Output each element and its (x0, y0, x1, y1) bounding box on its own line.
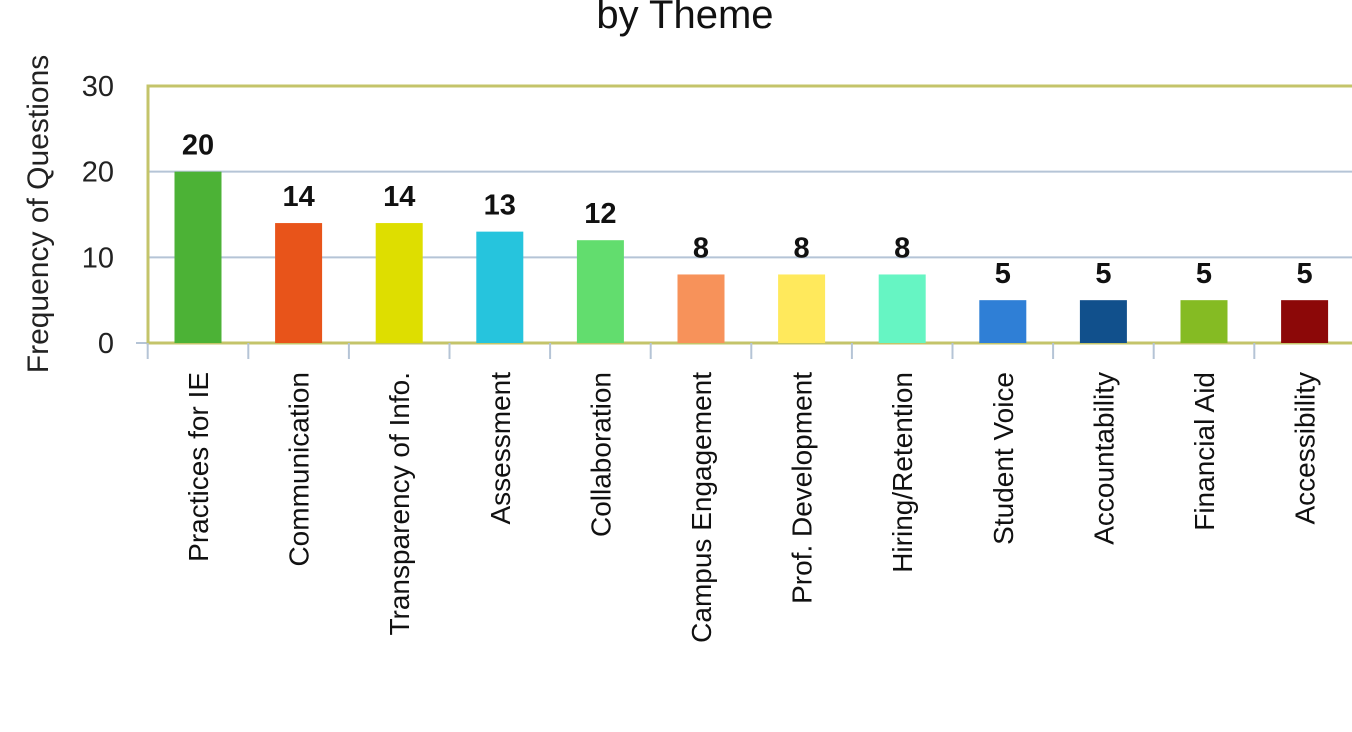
bar (878, 274, 926, 343)
bar (979, 300, 1027, 343)
bar (677, 274, 725, 343)
x-tick-label: Campus Engagement (686, 372, 717, 643)
bar (476, 231, 524, 343)
bar (375, 223, 423, 343)
x-tick-label: Practices for IE (183, 372, 214, 562)
x-tick-label: Transparency of Info. (384, 372, 415, 636)
bar (778, 274, 826, 343)
x-tick-layer: Practices for IE Communication Transparenc… (183, 372, 1321, 643)
bar (174, 171, 222, 343)
bar (1281, 300, 1329, 343)
x-tick-label: Hiring/Retention (887, 372, 918, 573)
y-tick-label: 20 (82, 157, 114, 189)
y-tick-layer: 0 10 20 30 (82, 71, 114, 360)
data-label: 8 (894, 232, 910, 264)
x-tick-label: Prof. Development (787, 372, 818, 604)
data-label: 12 (584, 198, 616, 230)
x-tick-label: Financial Aid (1189, 372, 1220, 531)
data-label: 14 (383, 181, 415, 213)
bar (1079, 300, 1127, 343)
data-label: 8 (794, 232, 810, 264)
bar (1180, 300, 1228, 343)
data-label: 5 (1095, 258, 1111, 290)
data-label: 20 (182, 130, 214, 162)
x-tick-label: Assessment (485, 372, 516, 525)
bar (576, 240, 624, 343)
y-tick-label: 30 (82, 71, 114, 103)
data-label: 5 (995, 258, 1011, 290)
y-tick-label: 10 (82, 242, 114, 274)
y-tick-label: 0 (98, 328, 114, 360)
data-label: 5 (1196, 258, 1212, 290)
x-tick-label: Accountability (1088, 372, 1119, 545)
x-tick-label: Collaboration (585, 372, 616, 537)
chart-title: by Theme (596, 0, 773, 37)
data-label: 8 (693, 232, 709, 264)
x-tick-label: Student Voice (988, 372, 1019, 545)
data-label: 5 (1297, 258, 1313, 290)
plot-frame (146, 84, 1352, 345)
bar-layer (174, 171, 1329, 343)
tick-layer (146, 343, 1256, 359)
data-label: 14 (282, 181, 314, 213)
bar (275, 223, 323, 343)
data-label: 13 (484, 190, 516, 222)
label-layer: 20 14 14 13 12 8 8 8 5 5 5 5 (182, 130, 1313, 290)
y-axis-title: Frequency of Questions (22, 55, 55, 374)
x-tick-label: Accessibility (1290, 372, 1321, 524)
x-tick-label: Communication (284, 372, 315, 567)
